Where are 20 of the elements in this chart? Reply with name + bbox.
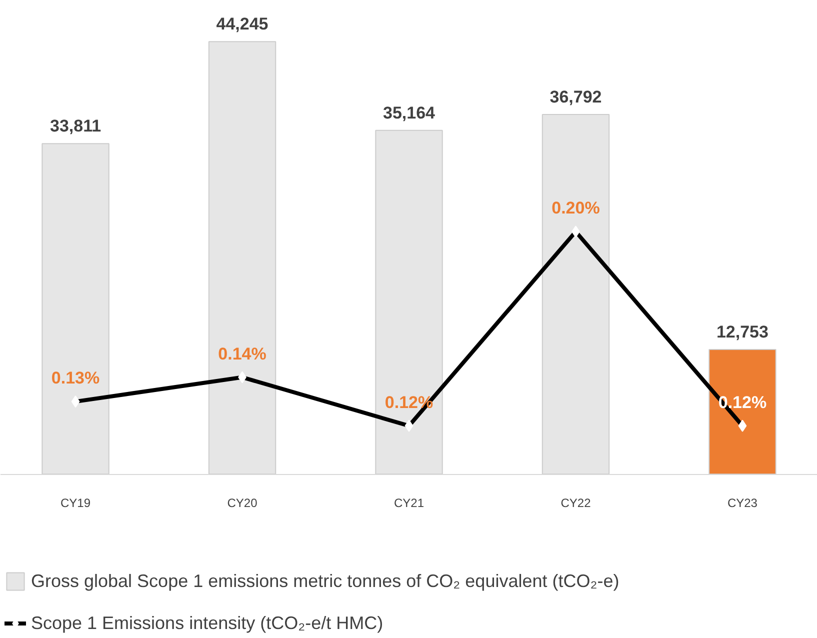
data-label: 33,811 bbox=[50, 116, 102, 136]
bar bbox=[542, 114, 610, 475]
x-tick-label: CY19 bbox=[60, 496, 91, 510]
bar bbox=[708, 348, 776, 475]
bar bbox=[42, 143, 110, 475]
data-label: 0.14% bbox=[218, 344, 266, 364]
x-tick-label: CY20 bbox=[227, 496, 258, 510]
x-tick-label: CY22 bbox=[560, 496, 592, 510]
legend-label: Gross global Scope 1 emissions metric tonnes of CO₂ equivalent (tCO₂-e) bbox=[31, 570, 620, 592]
data-label: 35,164 bbox=[383, 103, 436, 122]
data-label: 0.20% bbox=[552, 198, 600, 218]
data-label: 12,753 bbox=[716, 322, 768, 342]
legend-label: Scope 1 Emissions intensity (tCO₂-e/t HMC) bbox=[31, 612, 384, 634]
data-label: 0.13% bbox=[51, 368, 100, 388]
data-label: 44,245 bbox=[216, 14, 268, 34]
x-tick-label: CY23 bbox=[727, 496, 758, 510]
bar bbox=[375, 130, 443, 475]
bar bbox=[208, 41, 276, 475]
data-label: 36,792 bbox=[550, 87, 602, 106]
x-tick-label: CY21 bbox=[394, 496, 424, 510]
